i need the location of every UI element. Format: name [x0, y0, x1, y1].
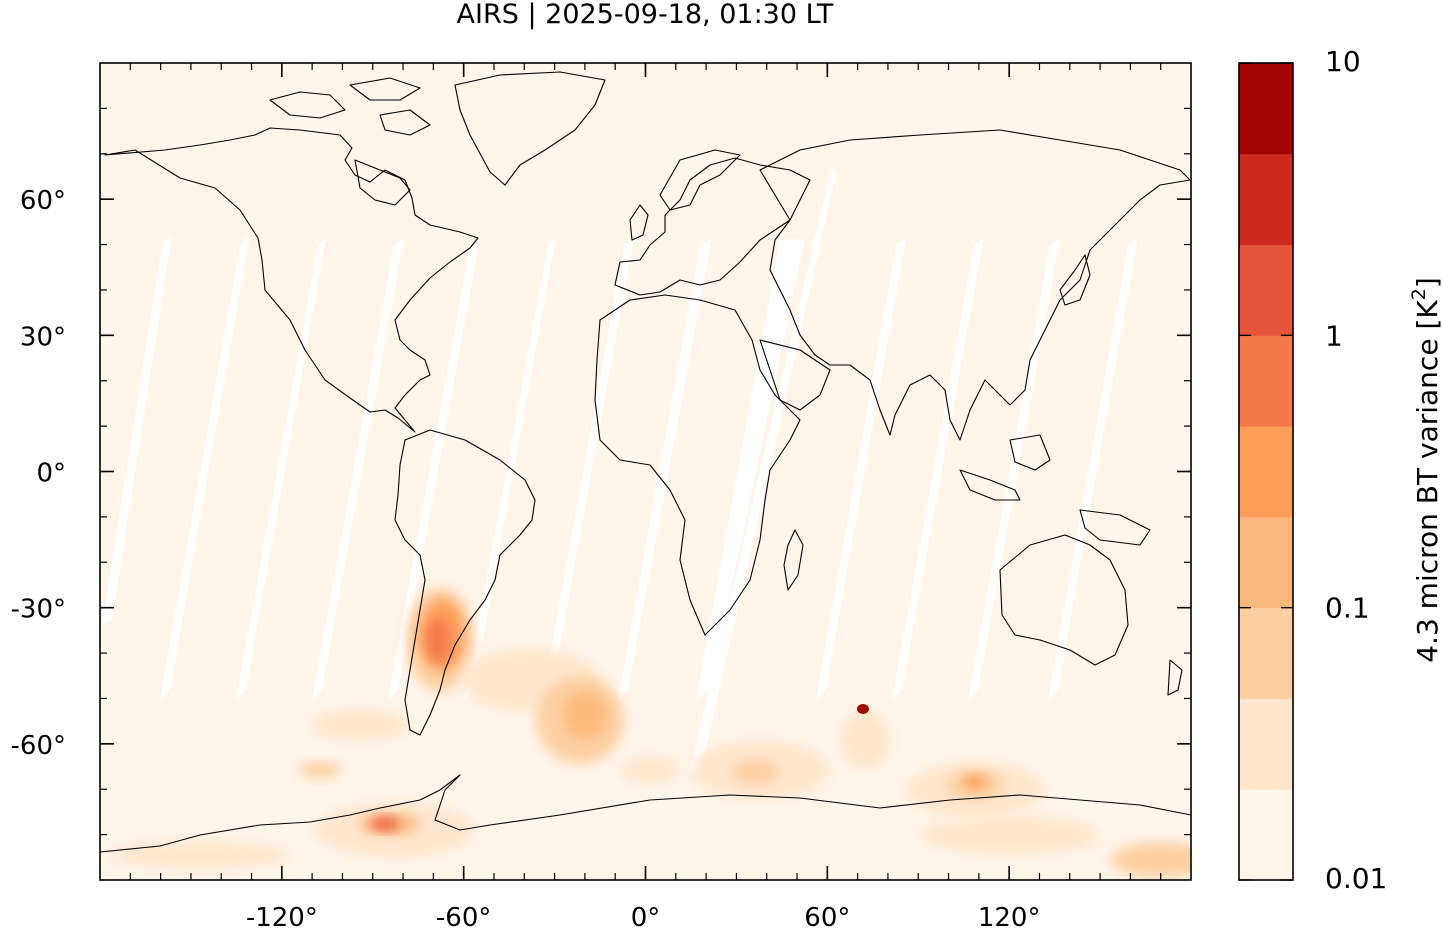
y-tick-label: -30° — [11, 595, 66, 625]
x-tick-label: 120° — [978, 903, 1041, 930]
coast-asia — [759, 129, 1191, 441]
y-tick-label: 30° — [20, 322, 66, 352]
coast-australia — [999, 534, 1129, 666]
x-tick-label: 0° — [631, 903, 661, 930]
variance-field — [110, 588, 1191, 878]
coast-europe — [614, 157, 811, 296]
y-axis-tick-labels: 60° 30° 0° -30° -60° — [11, 186, 66, 761]
coast-japan — [1059, 254, 1091, 306]
colorbar-band — [1239, 153, 1293, 246]
colorbar-tick-label: 0.1 — [1325, 592, 1370, 625]
coast-south-america — [394, 429, 536, 736]
colorbar-band — [1239, 335, 1293, 427]
swath-gaps — [102, 165, 1138, 775]
coast-scandinavia — [659, 149, 741, 211]
colorbar-label: 4.3 micron BT variance [K2] — [1408, 277, 1442, 663]
colorbar-band — [1239, 244, 1293, 336]
coast-antarctica — [100, 774, 1191, 853]
coast-greenland — [454, 71, 606, 186]
coast-new-zealand — [1167, 659, 1183, 696]
major-ticks — [100, 63, 1191, 880]
coast-arabia — [759, 339, 831, 411]
colorbar-band — [1239, 607, 1293, 699]
colorbar-band — [1239, 63, 1293, 155]
x-axis-tick-labels: -120° -60° 0° 60° 120° — [246, 903, 1041, 930]
x-tick-label: 60° — [804, 903, 850, 930]
coast-madagascar — [783, 529, 804, 591]
colorbar-tick-label: 0.01 — [1325, 862, 1387, 895]
colorbar-band — [1239, 426, 1293, 518]
x-tick-label: -120° — [246, 903, 318, 930]
coast-hudson-bay — [354, 159, 411, 206]
colorbar-frame — [1238, 62, 1294, 881]
colorbar-ticks — [1239, 62, 1293, 881]
colorbar — [1239, 63, 1293, 881]
colorbar-tick-label: 10 — [1325, 45, 1361, 78]
y-tick-label: -60° — [11, 731, 66, 761]
coast-north-america — [104, 127, 479, 433]
y-tick-label: 60° — [20, 186, 66, 216]
coastlines — [100, 71, 1191, 853]
colorbar-band — [1239, 789, 1293, 881]
coast-british-isles — [629, 204, 649, 241]
colorbar-tick-label: 1 — [1325, 319, 1343, 352]
map-title: AIRS | 2025-09-18, 01:30 LT — [456, 0, 834, 30]
colorbar-tick-labels: 10 1 0.1 0.01 — [1325, 45, 1387, 895]
colorbar-band — [1239, 516, 1293, 609]
y-tick-label: 0° — [36, 459, 66, 489]
colorbar-band — [1239, 698, 1293, 790]
coast-africa — [594, 294, 801, 636]
x-tick-label: -60° — [436, 903, 491, 930]
